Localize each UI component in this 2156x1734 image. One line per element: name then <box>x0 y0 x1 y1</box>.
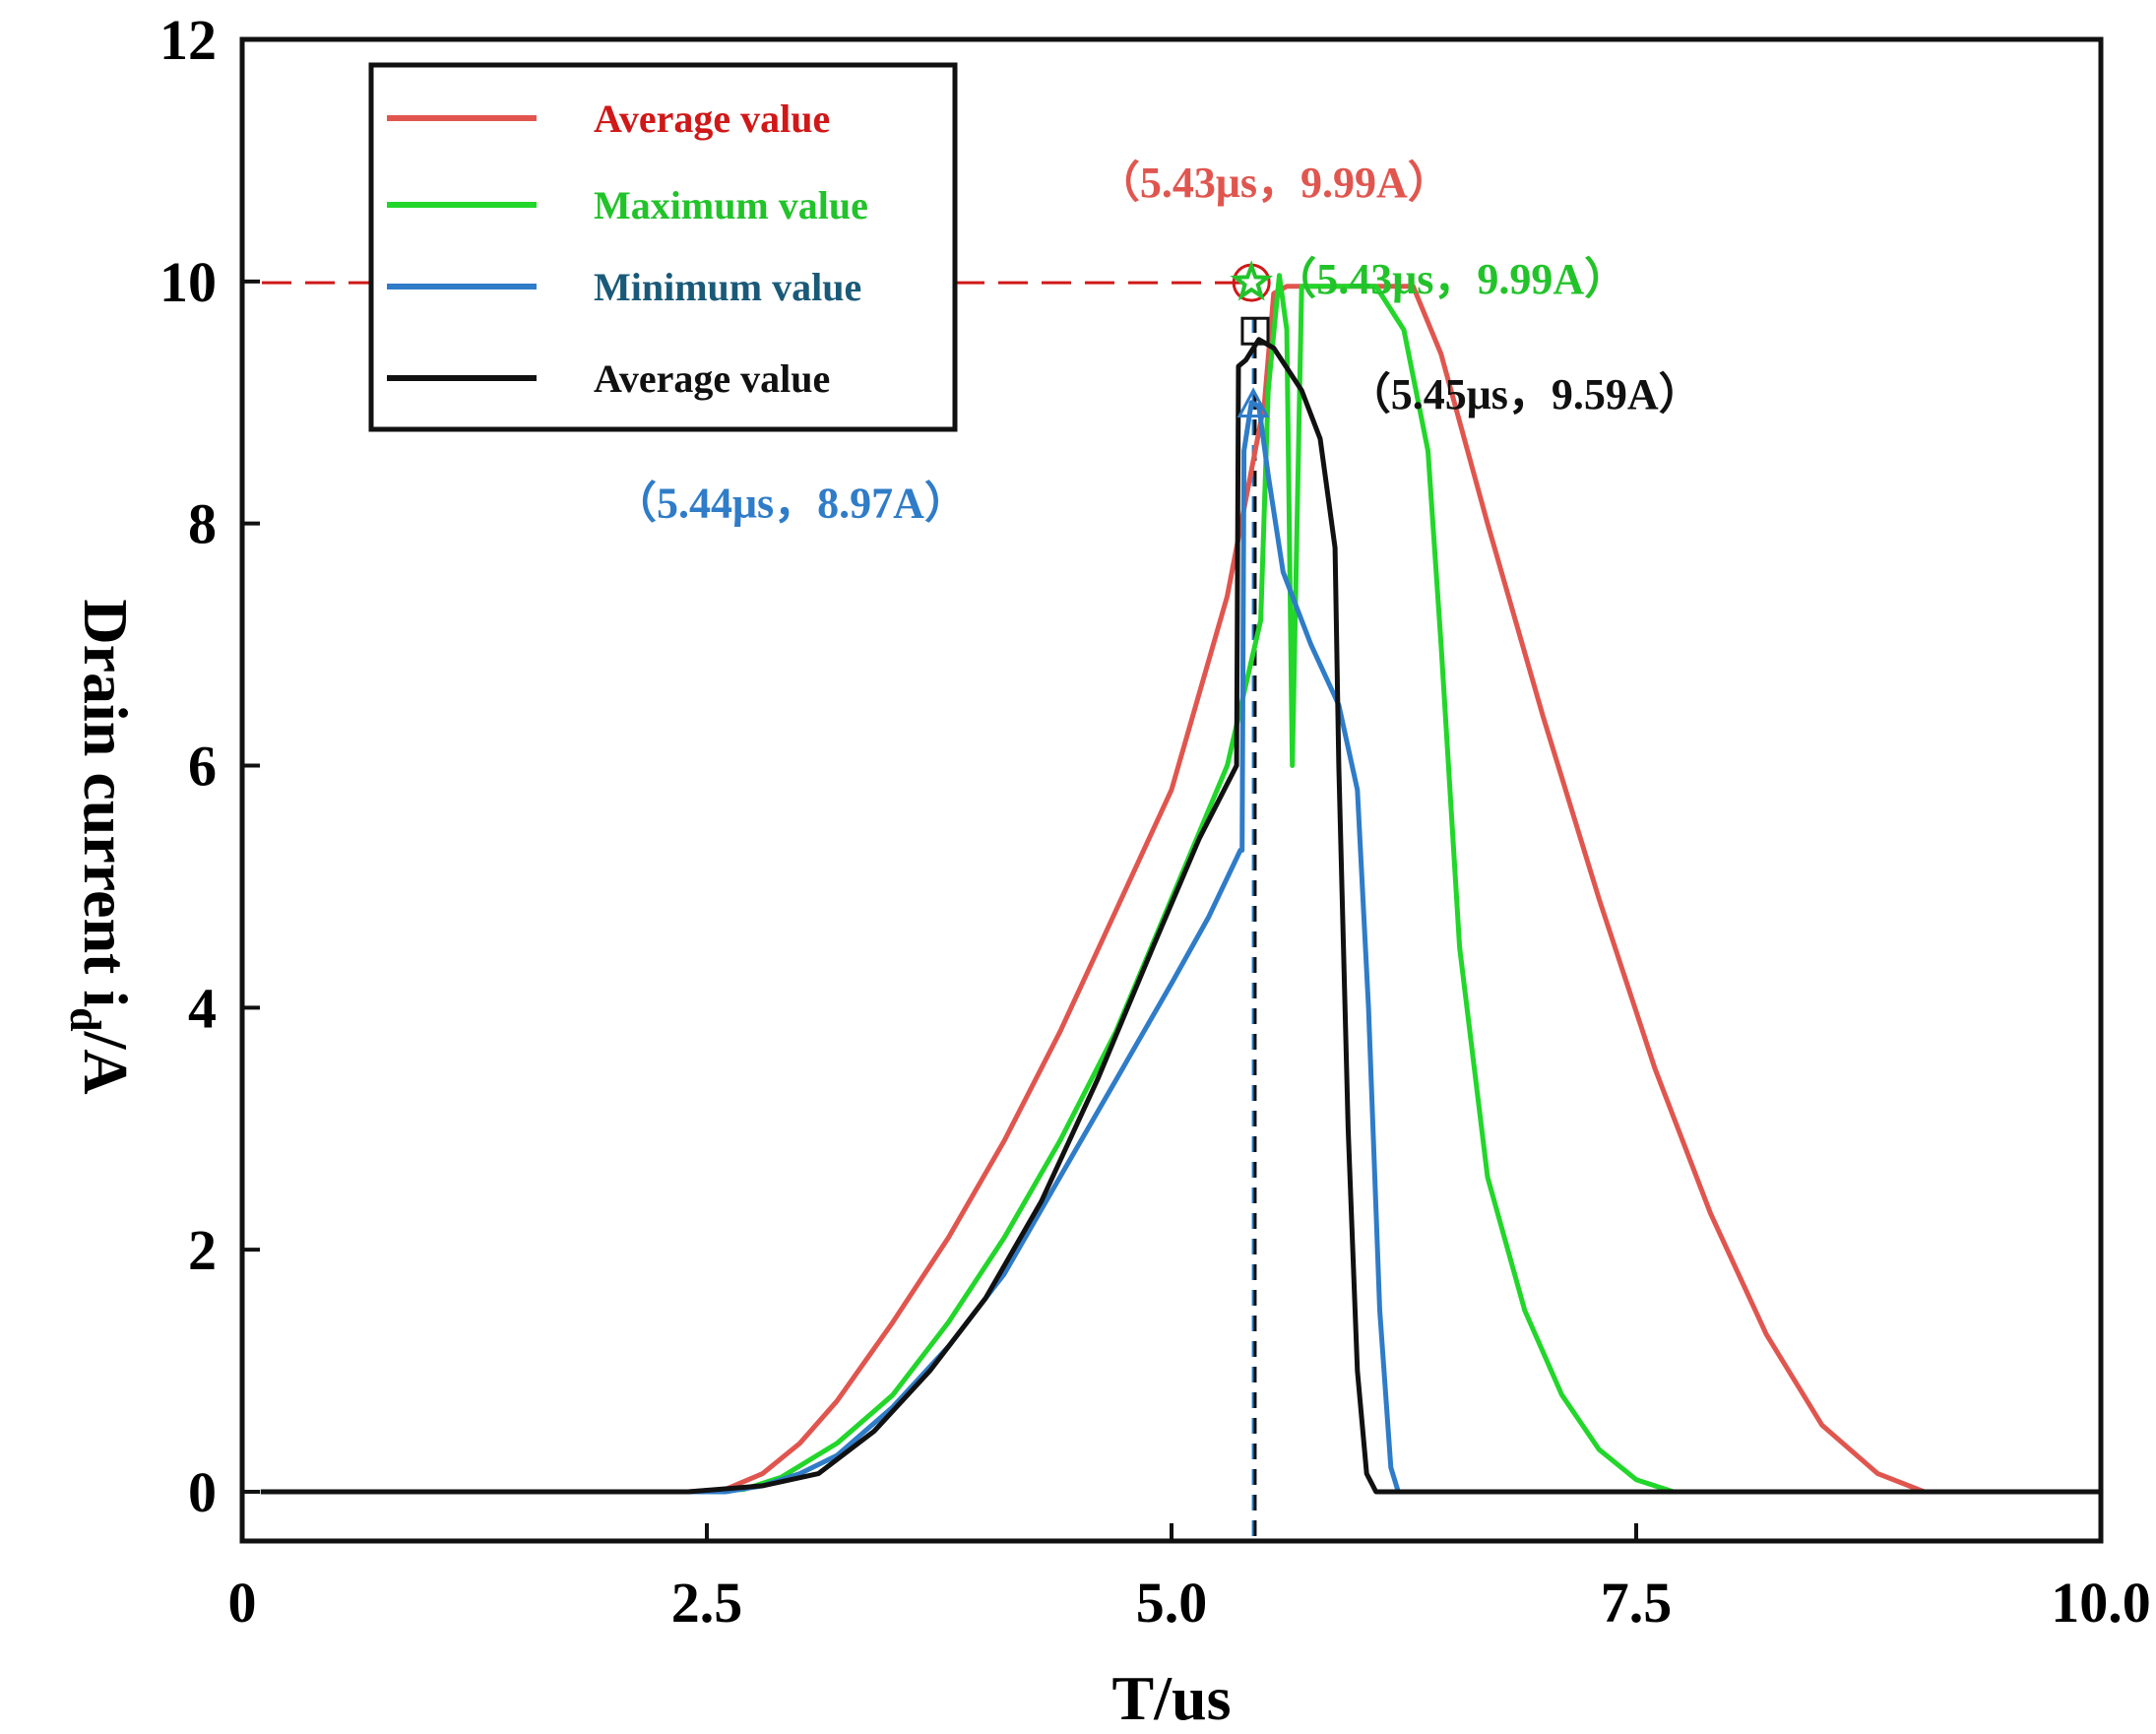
axis-ticks: 0 2.5 5.0 7.5 10.0 0 2 4 6 8 10 12 <box>159 8 2151 1635</box>
y-axis-title: Drain current id/A <box>61 599 141 1094</box>
legend: Average value Maximum value Minimum value A… <box>368 62 958 432</box>
y-tick-label: 6 <box>188 735 217 799</box>
peak-annotation: （5.45μs，9.59A） <box>1348 370 1702 418</box>
x-tick-label: 2.5 <box>671 1571 743 1635</box>
annotations: （5.43μs，9.99A） （5.43μs，9.99A） （5.45μs，9.59… <box>613 159 1702 528</box>
x-axis-title: T/us <box>1112 1663 1232 1733</box>
peak-annotation: （5.43μs，9.99A） <box>1097 159 1451 207</box>
legend-label: Minimum value <box>594 265 861 309</box>
legend-label: Maximum value <box>594 183 868 227</box>
y-tick-label: 4 <box>188 976 217 1040</box>
series-line <box>260 337 2101 1495</box>
y-tick-label: 12 <box>159 8 217 72</box>
x-tick-label: 7.5 <box>1601 1571 1673 1635</box>
peak-annotation: （5.44μs，8.97A） <box>613 480 968 528</box>
peak-markers <box>1230 260 1274 417</box>
y-tick-label: 2 <box>188 1218 217 1282</box>
series-line <box>260 273 2101 1495</box>
x-tick-label: 10.0 <box>2051 1571 2151 1635</box>
square-marker <box>1240 316 1270 346</box>
peak-annotation: （5.43μs，9.99A） <box>1273 255 1627 303</box>
y-axis-title-unit: /A <box>71 1031 141 1095</box>
x-tick-label: 0 <box>228 1571 257 1635</box>
legend-box <box>368 62 958 432</box>
y-tick-label: 10 <box>159 250 217 314</box>
legend-label: Average value <box>594 96 830 141</box>
y-axis-title-subscript: d <box>61 1007 109 1031</box>
y-axis-title-main: Drain current i <box>71 599 141 1007</box>
legend-items: Average value Maximum value Minimum value A… <box>387 96 868 401</box>
x-tick-label: 5.0 <box>1136 1571 1208 1635</box>
series-lines <box>260 273 2101 1495</box>
y-tick-label: 8 <box>188 492 217 556</box>
star-marker <box>1230 260 1274 301</box>
series-line <box>260 400 2101 1495</box>
series-line <box>260 284 2101 1495</box>
legend-label: Average value <box>594 356 830 401</box>
y-tick-label: 0 <box>188 1460 217 1524</box>
triangle-marker <box>1237 387 1270 417</box>
